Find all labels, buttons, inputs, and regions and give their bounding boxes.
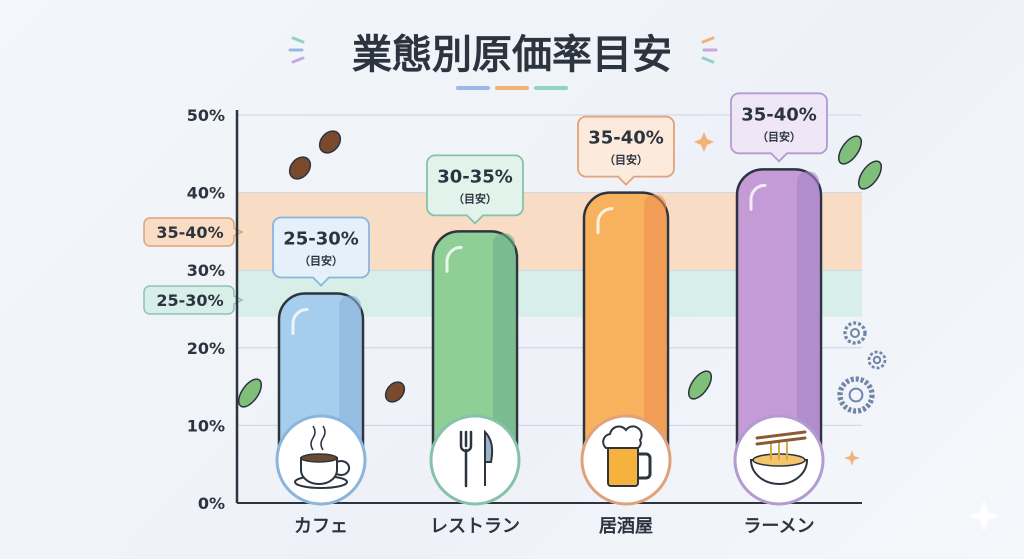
coffee-bean-icon bbox=[384, 381, 406, 403]
ramen-bowl-icon bbox=[749, 430, 809, 485]
gear-icon bbox=[837, 376, 875, 414]
band-label-tag bbox=[143, 285, 244, 315]
y-tick-label: 20% bbox=[187, 339, 225, 358]
bar-range-label: 30-35% bbox=[437, 166, 513, 187]
bar-group: 35-40% （目安） ラーメン bbox=[730, 92, 828, 537]
bar-shade bbox=[493, 233, 515, 481]
band-label: 35-40% bbox=[156, 223, 223, 242]
bar-note-label: （目安） bbox=[757, 129, 801, 143]
decorations bbox=[237, 130, 1000, 532]
beer-mug-icon bbox=[602, 425, 652, 487]
bar-highlight bbox=[749, 183, 767, 211]
steam bbox=[310, 425, 326, 451]
leaf-icon bbox=[237, 378, 263, 408]
y-tick-label: 50% bbox=[187, 106, 225, 125]
bar-range-label: 35-40% bbox=[741, 104, 817, 125]
gear-hub bbox=[850, 328, 860, 338]
x-category-label: カフェ bbox=[294, 516, 348, 537]
leaf-icon bbox=[837, 135, 863, 165]
coffee-cup-icon bbox=[294, 425, 351, 489]
sparkle-icon bbox=[844, 450, 860, 466]
leaf-icon bbox=[857, 160, 883, 190]
band-label: 25-30% bbox=[156, 291, 223, 310]
fork bbox=[459, 430, 473, 488]
value-bubble bbox=[577, 115, 675, 186]
coffee bbox=[300, 453, 338, 463]
bar-group: 25-30% （目安） カフェ bbox=[272, 216, 370, 537]
mug bbox=[607, 445, 639, 487]
handle bbox=[336, 460, 351, 476]
bar-note-label: （目安） bbox=[453, 191, 497, 205]
y-tick-label: 10% bbox=[187, 416, 225, 435]
foam bbox=[602, 425, 643, 449]
cup bbox=[300, 457, 338, 485]
gear-hub bbox=[872, 355, 882, 365]
handle bbox=[638, 452, 652, 480]
noodle-strands bbox=[770, 442, 788, 460]
title-decoration bbox=[288, 36, 718, 90]
chart-title: 業態別原価率目安 bbox=[352, 32, 672, 78]
bar-highlight bbox=[291, 307, 309, 335]
bar-group: 35-40% （目安） 居酒屋 bbox=[577, 115, 675, 537]
gear-icon bbox=[843, 321, 867, 345]
sparkle-icon bbox=[968, 500, 1000, 532]
bar-highlight bbox=[445, 245, 463, 273]
bar-note-label: （目安） bbox=[299, 253, 343, 267]
knife bbox=[484, 429, 494, 486]
gear-hub bbox=[848, 387, 864, 403]
bar-range-label: 35-40% bbox=[588, 128, 664, 149]
bar-highlight bbox=[596, 207, 614, 235]
chopsticks bbox=[755, 430, 807, 446]
icon-circle bbox=[429, 414, 521, 506]
bar-shade bbox=[644, 194, 666, 481]
bar-range-label: 25-30% bbox=[283, 228, 359, 249]
y-tick-label: 30% bbox=[187, 261, 225, 280]
gear-icon bbox=[867, 350, 887, 370]
bowl bbox=[749, 459, 809, 485]
coffee-bean-icon bbox=[318, 130, 342, 154]
value-bubble bbox=[426, 154, 524, 225]
x-category-label: レストラン bbox=[430, 516, 520, 537]
bar-group: 30-35% （目安） レストラン bbox=[426, 154, 524, 537]
bar-note-label: （目安） bbox=[604, 153, 648, 167]
value-bubble bbox=[730, 92, 828, 163]
band-label-tag bbox=[143, 217, 244, 247]
coffee-bean-icon bbox=[288, 156, 312, 180]
leaf-icon bbox=[687, 370, 713, 400]
x-category-label: 居酒屋 bbox=[599, 515, 653, 537]
fork-knife-icon bbox=[459, 429, 494, 488]
sparkle-icon bbox=[694, 132, 714, 152]
y-tick-label: 40% bbox=[187, 184, 225, 203]
y-tick-label: 0% bbox=[198, 494, 225, 513]
value-bubble bbox=[272, 216, 370, 287]
x-category-label: ラーメン bbox=[743, 516, 814, 537]
bar-shade bbox=[797, 171, 819, 481]
